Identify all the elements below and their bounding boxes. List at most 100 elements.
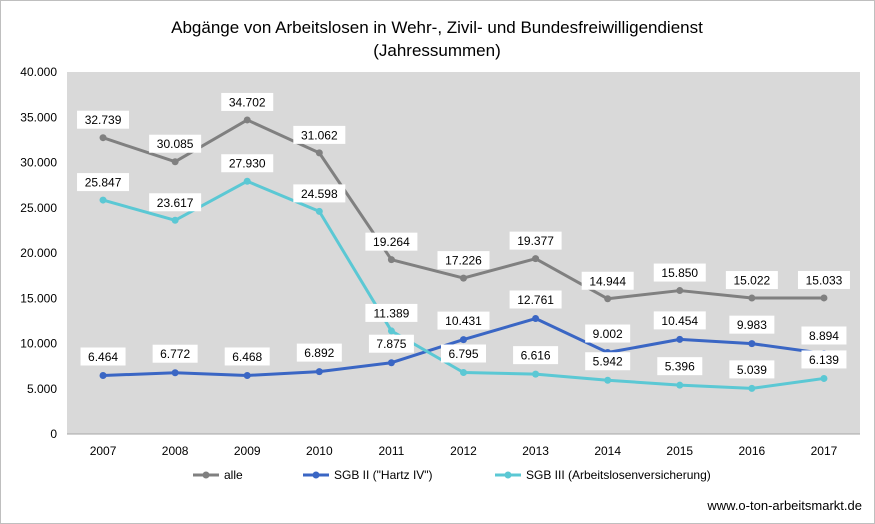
data-label: 6.468 — [224, 347, 270, 366]
y-tick-label: 0 — [50, 427, 57, 441]
data-label-text: 6.616 — [521, 349, 551, 363]
data-label-box — [725, 271, 778, 290]
data-label-box — [80, 347, 126, 366]
series-3 — [99, 177, 828, 392]
data-label: 8.894 — [801, 326, 847, 345]
data-label-box — [149, 134, 202, 153]
data-label-box — [509, 290, 562, 309]
data-point — [748, 294, 756, 302]
data-point — [748, 340, 756, 348]
data-label: 12.761 — [509, 290, 562, 309]
data-label: 23.617 — [149, 193, 202, 212]
data-point — [604, 376, 612, 384]
data-label-box — [585, 352, 631, 371]
data-label-box — [801, 350, 847, 369]
data-point — [99, 134, 107, 142]
data-label: 30.085 — [149, 134, 202, 153]
data-label: 27.930 — [221, 154, 274, 173]
data-label: 6.795 — [441, 344, 486, 363]
data-label: 5.396 — [657, 357, 703, 376]
data-point — [820, 294, 828, 302]
y-axis: 0 5.000 10.000 15.000 20.000 25.000 30.000 35.0… — [20, 65, 57, 441]
data-label-text: 27.930 — [229, 157, 266, 171]
data-label: 34.702 — [221, 92, 274, 111]
data-label: 10.431 — [437, 311, 490, 330]
data-label: 9.983 — [729, 315, 775, 334]
data-label-text: 9.002 — [593, 327, 623, 341]
data-point — [387, 256, 395, 264]
legend-item: SGB III (Arbeitslosenversicherung) — [495, 468, 711, 482]
data-label-text: 5.396 — [665, 360, 695, 374]
data-label-text: 6.795 — [448, 347, 478, 361]
data-label-text: 24.598 — [301, 187, 338, 201]
x-tick-label: 2009 — [234, 444, 261, 458]
data-label-box — [221, 92, 274, 111]
data-point — [676, 287, 684, 295]
x-tick-label: 2016 — [739, 444, 766, 458]
data-label: 6.464 — [80, 347, 126, 366]
data-label: 31.062 — [293, 125, 346, 144]
data-point — [460, 336, 467, 344]
data-point — [387, 327, 395, 335]
legend-swatch-marker — [202, 471, 210, 479]
data-label-text: 5.039 — [737, 363, 767, 377]
data-label: 6.772 — [152, 344, 198, 363]
data-label-text: 6.468 — [232, 350, 262, 364]
data-label-box — [653, 311, 706, 330]
x-tick-label: 2017 — [811, 444, 838, 458]
data-label-text: 6.139 — [809, 353, 839, 367]
legend-swatch-marker — [504, 471, 512, 479]
data-point — [243, 116, 251, 124]
y-tick-label: 15.000 — [20, 291, 57, 305]
data-label-box — [797, 270, 850, 289]
data-point — [99, 196, 107, 204]
data-label-text: 19.264 — [373, 235, 410, 249]
data-label: 9.002 — [585, 324, 631, 343]
data-label-text: 6.772 — [160, 347, 190, 361]
data-label-box — [365, 303, 418, 322]
x-tick-label: 2008 — [162, 444, 189, 458]
chart-subtitle: (Jahressummen) — [373, 41, 501, 60]
data-label: 6.892 — [296, 343, 342, 362]
data-point — [171, 158, 179, 166]
data-label-text: 9.983 — [737, 318, 767, 332]
data-label-text: 32.739 — [85, 113, 122, 127]
data-point — [676, 381, 684, 389]
data-label-box — [149, 193, 202, 212]
data-label-text: 30.085 — [157, 137, 194, 151]
data-label-box — [441, 344, 486, 363]
data-label-box — [509, 231, 562, 250]
x-tick-label: 2010 — [306, 444, 333, 458]
data-label: 6.616 — [513, 346, 559, 365]
y-tick-label: 40.000 — [20, 65, 57, 79]
data-label-text: 25.847 — [85, 176, 122, 190]
data-label-text: 11.389 — [374, 306, 410, 320]
data-label-text: 14.944 — [589, 274, 626, 288]
series-1 — [99, 116, 828, 303]
y-tick-label: 25.000 — [20, 201, 57, 215]
data-label: 7.875 — [368, 334, 414, 353]
data-point — [460, 369, 467, 377]
data-label-box — [152, 344, 198, 363]
data-label-text: 12.761 — [517, 293, 554, 307]
data-label-box — [77, 110, 130, 129]
legend-item: SGB II ("Hartz IV") — [303, 468, 433, 482]
data-label-box — [293, 125, 346, 144]
x-tick-label: 2012 — [450, 444, 477, 458]
data-label-box — [224, 347, 270, 366]
data-label-text: 31.062 — [301, 128, 338, 142]
chart-title: Abgänge von Arbeitslosen in Wehr-, Zivil… — [171, 18, 703, 37]
data-labels-layer: 32.739 30.085 34.702 31.062 19.264 17.226 19.3… — [77, 92, 850, 379]
data-label-box — [293, 184, 346, 203]
data-point — [387, 359, 395, 367]
data-label: 5.942 — [585, 352, 631, 371]
data-label-text: 23.617 — [157, 196, 194, 210]
data-point — [604, 295, 612, 303]
data-point — [315, 368, 323, 376]
data-point — [243, 371, 251, 379]
y-tick-label: 30.000 — [20, 156, 57, 170]
data-label-text: 5.942 — [593, 355, 623, 369]
data-point — [820, 374, 828, 382]
data-label-box — [296, 343, 342, 362]
